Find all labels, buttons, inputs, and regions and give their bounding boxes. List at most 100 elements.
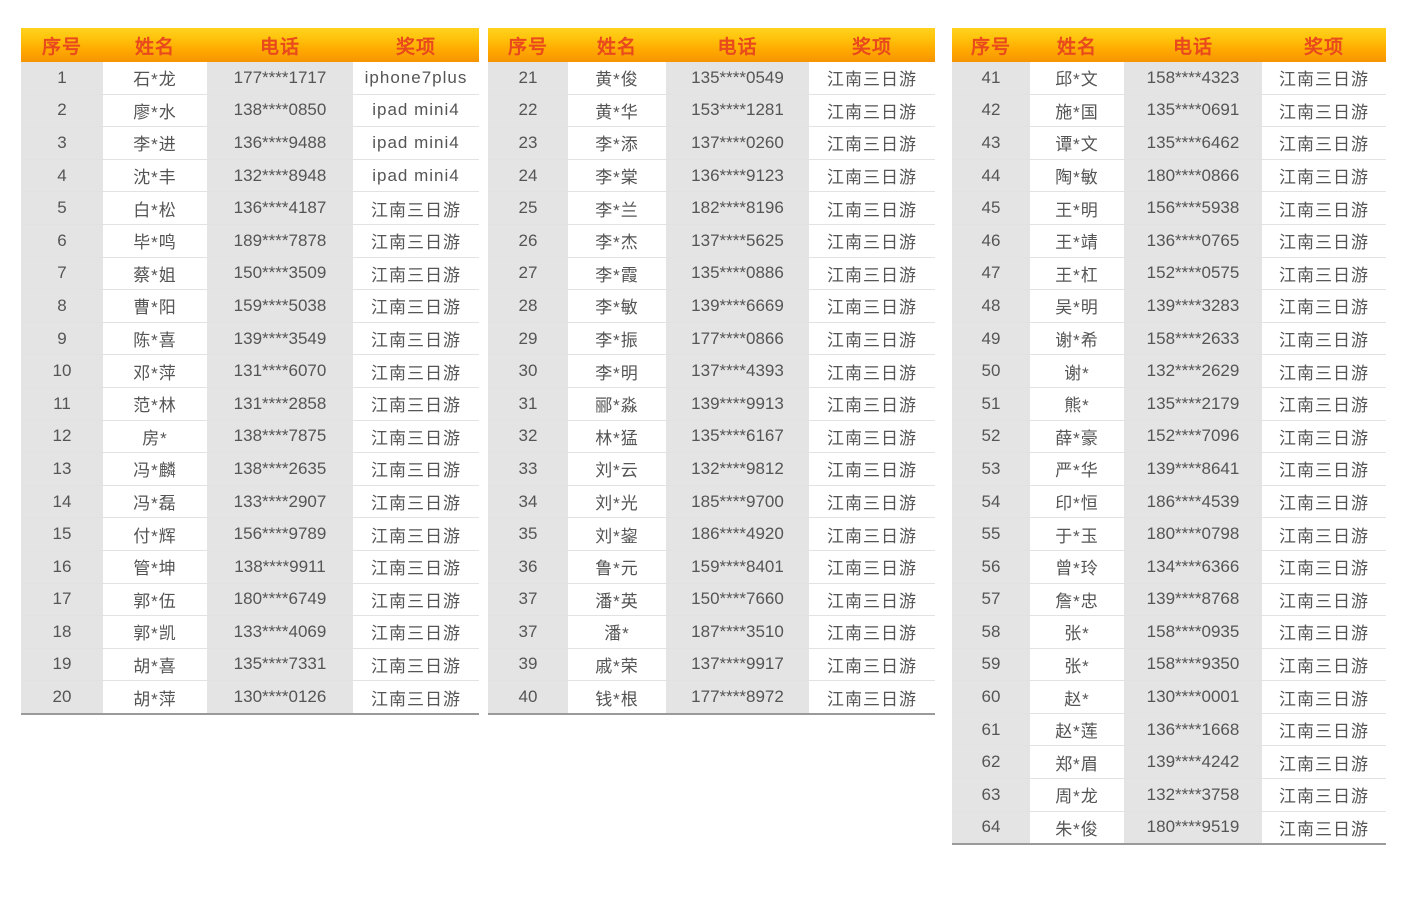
cell-name: 潘*英 [568, 583, 666, 617]
cell-prize: 江南三日游 [809, 62, 935, 95]
cell-index: 45 [952, 191, 1030, 225]
table-row: 6 毕*鸣 189****7878 江南三日游 [21, 224, 479, 258]
table-row: 28 李*敏 139****6669 江南三日游 [488, 289, 935, 323]
table-row: 10 邓*萍 131****6070 江南三日游 [21, 354, 479, 388]
table-row: 45 王*明 156****5938 江南三日游 [952, 191, 1386, 225]
cell-index: 10 [21, 354, 103, 388]
cell-phone: 139****3283 [1124, 289, 1262, 323]
column-header-index: 序号 [952, 28, 1030, 62]
header-row: 序号 姓名 电话 奖项 [488, 28, 935, 62]
cell-index: 29 [488, 322, 568, 356]
cell-phone: 137****0260 [666, 126, 809, 160]
cell-phone: 156****9789 [207, 517, 353, 551]
column-header-index: 序号 [21, 28, 103, 62]
cell-prize: 江南三日游 [1262, 354, 1386, 388]
cell-prize: 江南三日游 [1262, 452, 1386, 486]
cell-index: 58 [952, 615, 1030, 649]
cell-name: 薛*豪 [1030, 420, 1124, 454]
cell-prize: 江南三日游 [809, 289, 935, 323]
cell-prize: 江南三日游 [353, 322, 479, 356]
table-row: 15 付*辉 156****9789 江南三日游 [21, 517, 479, 551]
cell-prize: 江南三日游 [809, 615, 935, 649]
cell-phone: 132****3758 [1124, 778, 1262, 812]
cell-prize: ipad mini4 [353, 126, 479, 160]
cell-name: 付*辉 [103, 517, 207, 551]
cell-prize: 江南三日游 [809, 191, 935, 225]
cell-index: 30 [488, 354, 568, 388]
cell-name: 黄*俊 [568, 62, 666, 95]
cell-name: 陶*敏 [1030, 159, 1124, 193]
cell-prize: 江南三日游 [809, 322, 935, 356]
cell-name: 郭*伍 [103, 583, 207, 617]
column-header-phone: 电话 [666, 28, 809, 62]
cell-name: 邓*萍 [103, 354, 207, 388]
cell-name: 石*龙 [103, 62, 207, 95]
table-row: 20 胡*萍 130****0126 江南三日游 [21, 680, 479, 714]
cell-index: 21 [488, 62, 568, 95]
cell-index: 47 [952, 257, 1030, 291]
cell-prize: 江南三日游 [353, 289, 479, 323]
cell-phone: 189****7878 [207, 224, 353, 258]
cell-index: 37 [488, 615, 568, 649]
table-row: 43 谭*文 135****6462 江南三日游 [952, 126, 1386, 160]
cell-phone: 158****9350 [1124, 648, 1262, 682]
table-row: 5 白*松 136****4187 江南三日游 [21, 191, 479, 225]
cell-prize: 江南三日游 [809, 517, 935, 551]
cell-prize: 江南三日游 [809, 126, 935, 160]
cell-prize: 江南三日游 [353, 420, 479, 454]
table-row: 21 黄*俊 135****0549 江南三日游 [488, 62, 935, 95]
table-body-1: 1 石*龙 177****1717 iphone7plus 2 廖*水 138****085… [21, 62, 479, 714]
cell-index: 19 [21, 648, 103, 682]
cell-index: 28 [488, 289, 568, 323]
cell-name: 李*棠 [568, 159, 666, 193]
cell-prize: 江南三日游 [1262, 94, 1386, 128]
table-header-3: 序号 姓名 电话 奖项 [952, 28, 1386, 62]
cell-index: 3 [21, 126, 103, 160]
cell-index: 48 [952, 289, 1030, 323]
cell-name: 王*杠 [1030, 257, 1124, 291]
cell-phone: 137****4393 [666, 354, 809, 388]
cell-phone: 180****0866 [1124, 159, 1262, 193]
column-header-name: 姓名 [1030, 28, 1124, 62]
cell-phone: 180****6749 [207, 583, 353, 617]
table-row: 16 管*坤 138****9911 江南三日游 [21, 550, 479, 584]
cell-prize: 江南三日游 [1262, 191, 1386, 225]
table-row: 4 沈*丰 132****8948 ipad mini4 [21, 159, 479, 193]
cell-phone: 132****9812 [666, 452, 809, 486]
cell-name: 郦*淼 [568, 387, 666, 421]
cell-phone: 150****3509 [207, 257, 353, 291]
cell-name: 管*坤 [103, 550, 207, 584]
cell-name: 吴*明 [1030, 289, 1124, 323]
cell-phone: 139****8641 [1124, 452, 1262, 486]
cell-index: 2 [21, 94, 103, 128]
cell-name: 李*兰 [568, 191, 666, 225]
cell-phone: 139****6669 [666, 289, 809, 323]
cell-phone: 136****1668 [1124, 713, 1262, 747]
cell-name: 詹*忠 [1030, 583, 1124, 617]
cell-prize: 江南三日游 [353, 354, 479, 388]
table-row: 14 冯*磊 133****2907 江南三日游 [21, 485, 479, 519]
cell-phone: 158****0935 [1124, 615, 1262, 649]
cell-phone: 135****6462 [1124, 126, 1262, 160]
cell-phone: 150****7660 [666, 583, 809, 617]
table-row: 52 薛*豪 152****7096 江南三日游 [952, 420, 1386, 454]
cell-index: 22 [488, 94, 568, 128]
cell-name: 陈*喜 [103, 322, 207, 356]
cell-index: 6 [21, 224, 103, 258]
table-row: 24 李*棠 136****9123 江南三日游 [488, 159, 935, 193]
winner-table-block-2: 序号 姓名 电话 奖项 21 黄*俊 135****0549 江南三日游 22 黄*华 15… [488, 28, 935, 715]
cell-prize: 江南三日游 [809, 420, 935, 454]
table-row: 23 李*添 137****0260 江南三日游 [488, 126, 935, 160]
cell-index: 36 [488, 550, 568, 584]
cell-name: 房* [103, 420, 207, 454]
table-body-2: 21 黄*俊 135****0549 江南三日游 22 黄*华 153****1281 江南三… [488, 62, 935, 714]
cell-phone: 139****8768 [1124, 583, 1262, 617]
cell-name: 曾*玲 [1030, 550, 1124, 584]
cell-index: 63 [952, 778, 1030, 812]
cell-name: 郭*凯 [103, 615, 207, 649]
cell-name: 周*龙 [1030, 778, 1124, 812]
cell-name: 廖*水 [103, 94, 207, 128]
cell-index: 53 [952, 452, 1030, 486]
cell-prize: 江南三日游 [1262, 648, 1386, 682]
cell-phone: 186****4539 [1124, 485, 1262, 519]
